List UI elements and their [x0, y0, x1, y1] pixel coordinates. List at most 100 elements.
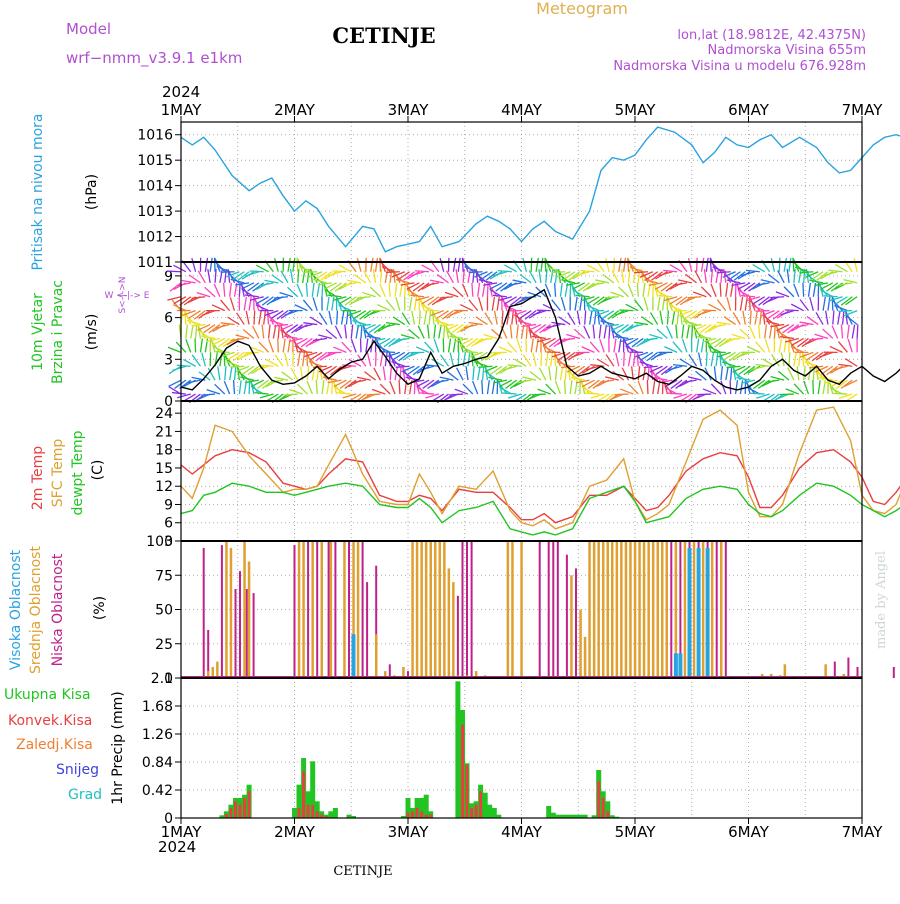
clouds-bar-mid_cloud	[416, 541, 419, 678]
clouds-bar-mid_cloud	[625, 541, 628, 678]
wind-arrow	[581, 297, 594, 301]
wind-arrow	[830, 346, 843, 352]
wind-arrow	[585, 311, 586, 325]
wind-arrow	[776, 292, 789, 297]
wind-arrow	[847, 325, 849, 339]
wind-arrow	[230, 366, 232, 380]
wind-arrow	[714, 366, 716, 380]
wind-arrow	[259, 365, 273, 366]
wind-arrow	[683, 339, 687, 352]
wind-arrow	[273, 325, 275, 339]
clouds-bar-mid_cloud	[248, 562, 251, 679]
wind-arrow	[843, 311, 844, 325]
wind-arrow	[766, 321, 780, 324]
wind-arrow	[733, 312, 740, 324]
wind-arrow	[695, 270, 702, 282]
wind-arrow	[345, 325, 347, 339]
wind-arrow	[582, 347, 595, 353]
wind-arrow	[401, 335, 415, 339]
wind-arrow	[755, 311, 757, 325]
wind-arrow	[245, 295, 259, 297]
temp-ylabel-sfc: SFC Temp	[50, 439, 66, 508]
wind-arrow	[522, 377, 536, 380]
clouds-bar-low_cloud	[362, 541, 364, 678]
wind-arrow	[335, 326, 341, 339]
wind-arrow	[218, 366, 220, 380]
pressure-ytick-label: 1012	[137, 230, 173, 246]
clouds-bar-mid_cloud	[443, 541, 446, 678]
wind-arrow	[246, 311, 249, 325]
wind-arrow	[546, 352, 548, 366]
clouds-bar-mid_cloud	[230, 548, 233, 678]
wind-arrow	[416, 297, 430, 301]
wind-arrow	[376, 352, 377, 366]
wind-arrow	[620, 389, 633, 394]
wind-arrow	[265, 280, 279, 282]
wind-arrow	[453, 258, 455, 272]
wind-arrow	[771, 377, 785, 380]
wind-arrow	[205, 258, 207, 272]
wind-arrow	[235, 366, 236, 380]
wind-arrow	[293, 258, 295, 272]
wind-arrow	[726, 366, 728, 380]
wind-arrow	[440, 377, 454, 380]
clouds-bar-high_cloud	[352, 634, 356, 678]
wind-arrow	[410, 297, 412, 311]
wind-arrow	[493, 380, 507, 383]
wind-arrow	[721, 366, 722, 380]
wind-arrow	[499, 347, 512, 353]
wind-arrow	[230, 366, 244, 367]
wind-arrow	[629, 352, 631, 366]
wind-arrow	[278, 338, 279, 352]
wind-arrow	[701, 339, 703, 353]
wind-arrow	[395, 283, 397, 297]
wind-arrow	[644, 297, 648, 310]
clouds-bar-low_cloud	[235, 589, 237, 678]
wind-arrow	[386, 272, 400, 273]
wind-arrow	[332, 297, 334, 311]
clouds-bar-low_cloud	[847, 658, 849, 679]
wind-arrow	[281, 271, 288, 283]
altitude-model: Nadmorska Visina u modelu 676.928m	[613, 59, 866, 74]
clouds-bar-mid_cloud	[720, 541, 723, 678]
wind-arrow	[756, 364, 770, 366]
clouds-bar-low_cloud	[457, 596, 459, 678]
wind-arrow	[469, 322, 483, 324]
wind-arrow	[463, 284, 468, 297]
wind-arrow	[678, 280, 692, 283]
precip-bar-conv_precip	[597, 781, 600, 818]
clouds-bar-high_cloud	[706, 548, 710, 678]
wind-arrow	[852, 325, 854, 339]
wind-arrow	[284, 394, 298, 395]
wind-arrow	[688, 377, 702, 380]
precip-bar-conv_precip	[461, 725, 464, 818]
wind-arrow	[647, 380, 648, 394]
temperature-ytick-label: 18	[155, 443, 173, 459]
wind-arrow	[761, 280, 775, 283]
wind-arrow	[634, 322, 648, 324]
clouds-bar-mid_cloud	[620, 541, 623, 678]
wind-unit: (m/s)	[84, 314, 100, 351]
wind-arrow	[274, 297, 288, 298]
wind-arrow	[333, 347, 346, 352]
wind-arrow	[380, 352, 382, 366]
wind-arrow	[177, 365, 191, 366]
wind-arrow	[367, 353, 370, 367]
wind-arrow	[333, 297, 347, 301]
pressure-ytick-label: 1014	[137, 179, 173, 195]
precip-bar-conv_precip	[479, 791, 482, 818]
wind-arrow	[484, 335, 497, 339]
clouds-bar-mid_cloud	[225, 541, 228, 678]
wind-arrow	[313, 297, 317, 310]
wind-arrow	[581, 271, 595, 272]
wind-arrow	[697, 394, 711, 395]
wind-arrow	[415, 271, 429, 272]
wind-arrow	[634, 272, 648, 273]
wind-arrow	[833, 311, 834, 325]
wind-arrow	[244, 297, 246, 311]
wind-arrow	[485, 313, 492, 325]
wind-arrow	[741, 296, 755, 297]
wind-arrow	[799, 272, 813, 273]
wind-arrow	[816, 312, 823, 324]
